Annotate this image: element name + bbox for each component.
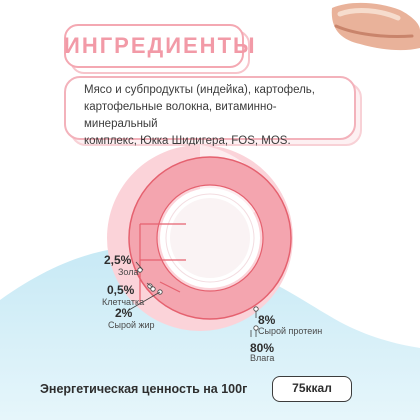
energy-value-badge: 75ккал [272, 376, 352, 402]
moisture-label: Влага [250, 353, 274, 363]
ash-label: Зола [118, 267, 139, 277]
fiber-label: Клетчатка [102, 297, 144, 307]
slice-marker-2 [150, 286, 156, 292]
ingredients-text: Мясо и субпродукты (индейка), картофель,… [84, 82, 346, 150]
protein-value: 8% [258, 313, 276, 327]
fat-label: Сырой жир [108, 320, 155, 330]
slice-marker-0 [137, 267, 143, 273]
fiber-value: 0,5% [107, 283, 135, 297]
ingredients-frame [64, 76, 356, 140]
ring [129, 157, 291, 319]
ring-outer-edge [128, 156, 292, 320]
moisture-value: 80% [250, 341, 274, 355]
inner-disc-rim [165, 193, 255, 283]
ash-value: 2,5% [104, 253, 132, 267]
ring-inner-edge [156, 184, 264, 292]
energy-value-label: Энергетическая ценность на 100г [40, 382, 248, 396]
fat-value: 2% [115, 306, 133, 320]
ingredients-line: комплекс, Юкка Шидигера, FOS, MOS. [84, 135, 291, 147]
ring-segment-divider [139, 223, 186, 302]
ingredients-line: Мясо и субпродукты (индейка), картофель, [84, 84, 315, 96]
protein-label: Сырой протеин [258, 326, 322, 336]
page-title: ИНГРЕДИЕНТЫ [64, 33, 257, 58]
ingredients-line: картофельные волокна, витаминно-минераль… [84, 101, 277, 130]
title-frame [64, 24, 244, 68]
inner-disc-core [170, 198, 250, 278]
